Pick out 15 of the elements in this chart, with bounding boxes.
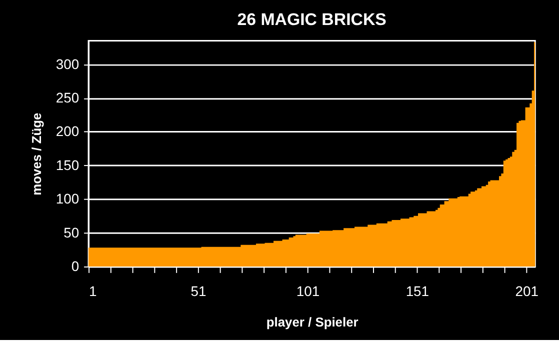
y-tick-label: 200 [56,123,80,140]
x-tick-label: 51 [190,282,206,299]
chart-title: 26 MAGIC BRICKS [237,10,386,29]
y-axis-title: moves / Züge [28,112,44,196]
y-tick-label: 300 [56,56,80,72]
x-tick-label: 201 [515,282,539,299]
x-tick-label: 151 [406,282,430,299]
y-tick-label: 50 [64,224,80,240]
y-tick-label: 250 [56,89,80,106]
y-tick-label: 0 [71,258,80,274]
x-tick-label: 1 [89,282,98,299]
y-tick-label: 100 [56,190,80,207]
x-axis-title: player / Spieler [266,314,358,330]
x-tick-label: 101 [296,282,320,299]
y-tick-label: 150 [56,156,80,173]
